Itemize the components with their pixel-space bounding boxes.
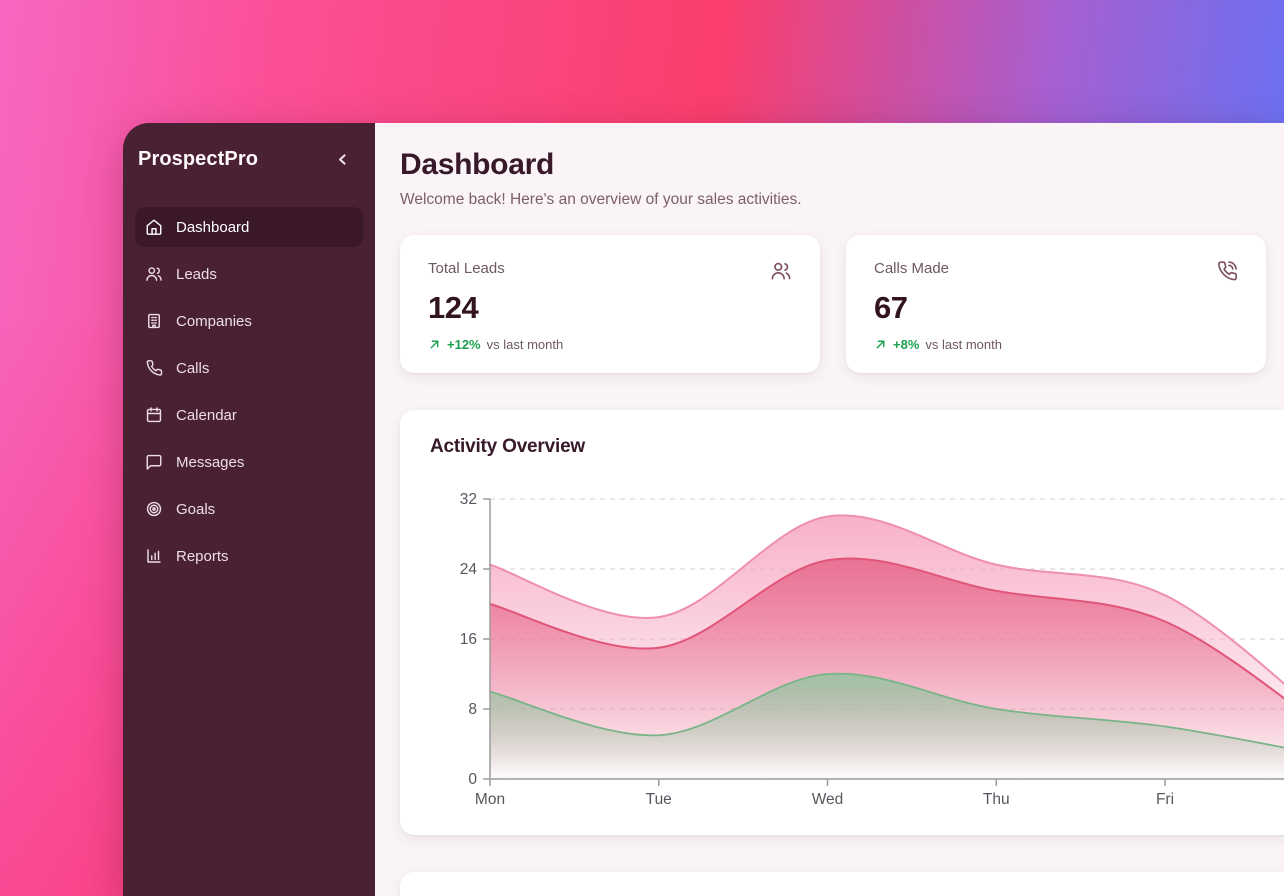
svg-text:Thu: Thu bbox=[983, 791, 1010, 808]
sidebar-item-messages[interactable]: Messages bbox=[135, 442, 363, 482]
trend-note: vs last month bbox=[925, 337, 1002, 352]
stat-label: Calls Made bbox=[874, 260, 950, 277]
sidebar-item-reports[interactable]: Reports bbox=[135, 536, 363, 576]
home-icon bbox=[145, 218, 163, 236]
stat-card-total-leads: Total Leads 124 +12% vs last month bbox=[400, 235, 820, 373]
bar-chart-icon bbox=[145, 547, 163, 565]
sidebar-item-label: Calendar bbox=[176, 406, 237, 424]
activity-area-chart: 08162432MonTueWedThuFriSat bbox=[460, 491, 1284, 808]
partial-bottom-card bbox=[400, 872, 1284, 896]
stat-value: 124 bbox=[428, 290, 479, 325]
page-title: Dashboard bbox=[400, 148, 554, 181]
svg-text:16: 16 bbox=[460, 631, 477, 648]
stat-trend: +12% vs last month bbox=[428, 337, 792, 352]
main-content: Dashboard Welcome back! Here's an overvi… bbox=[375, 123, 1284, 896]
trend-value: +8% bbox=[893, 337, 920, 352]
activity-overview-card: Activity Overview 0 8 16 24 32 Mon Tue Wed Thu Fr… bbox=[400, 410, 1284, 835]
app-window: ProspectPro Dashboard Leads bbox=[123, 123, 1284, 896]
sidebar-item-label: Reports bbox=[176, 547, 229, 565]
sidebar-item-calendar[interactable]: Calendar bbox=[135, 395, 363, 435]
message-square-icon bbox=[145, 453, 163, 471]
sidebar: ProspectPro Dashboard Leads bbox=[123, 123, 375, 896]
stat-card-calls-made: Calls Made 67 +8% vs last month bbox=[846, 235, 1266, 373]
stat-trend: +8% vs last month bbox=[874, 337, 1238, 352]
trend-note: vs last month bbox=[486, 337, 564, 352]
arrow-up-right-icon bbox=[428, 338, 441, 351]
sidebar-item-label: Calls bbox=[176, 359, 210, 377]
stat-value: 67 bbox=[874, 290, 908, 325]
users-icon bbox=[145, 265, 163, 283]
svg-text:32: 32 bbox=[460, 491, 477, 508]
phone-icon bbox=[145, 359, 163, 377]
svg-text:0: 0 bbox=[468, 771, 477, 788]
stats-row: Total Leads 124 +12% vs last month Calls bbox=[400, 235, 1284, 373]
svg-text:Fri: Fri bbox=[1156, 791, 1174, 808]
sidebar-item-label: Dashboard bbox=[176, 218, 250, 236]
stat-label: Total Leads bbox=[428, 260, 505, 277]
app-title: ProspectPro bbox=[138, 148, 259, 170]
sidebar-item-dashboard[interactable]: Dashboard bbox=[135, 207, 363, 247]
svg-text:Tue: Tue bbox=[646, 791, 672, 808]
svg-text:Wed: Wed bbox=[812, 791, 844, 808]
sidebar-collapse-button[interactable] bbox=[331, 149, 353, 171]
sidebar-item-calls[interactable]: Calls bbox=[135, 348, 363, 388]
phone-call-icon bbox=[1216, 260, 1238, 282]
page-subtitle: Welcome back! Here's an overview of your… bbox=[400, 191, 802, 208]
sidebar-item-goals[interactable]: Goals bbox=[135, 489, 363, 529]
arrow-up-right-icon bbox=[874, 338, 887, 351]
sidebar-item-label: Companies bbox=[176, 312, 252, 330]
sidebar-item-label: Leads bbox=[176, 265, 217, 283]
svg-text:Mon: Mon bbox=[475, 791, 505, 808]
sidebar-item-label: Messages bbox=[176, 453, 245, 471]
activity-overview-title: Activity Overview bbox=[430, 436, 586, 457]
chevron-left-icon bbox=[335, 152, 350, 167]
sidebar-nav: Dashboard Leads Companies Calls bbox=[135, 207, 363, 576]
calendar-icon bbox=[145, 406, 163, 424]
sidebar-item-companies[interactable]: Companies bbox=[135, 301, 363, 341]
building-icon bbox=[145, 312, 163, 330]
users-icon bbox=[770, 260, 792, 282]
svg-text:8: 8 bbox=[468, 701, 477, 718]
sidebar-item-label: Goals bbox=[176, 500, 216, 518]
sidebar-item-leads[interactable]: Leads bbox=[135, 254, 363, 294]
sidebar-header: ProspectPro bbox=[135, 148, 363, 171]
trend-value: +12% bbox=[447, 337, 481, 352]
svg-text:24: 24 bbox=[460, 561, 478, 578]
target-icon bbox=[145, 500, 163, 518]
